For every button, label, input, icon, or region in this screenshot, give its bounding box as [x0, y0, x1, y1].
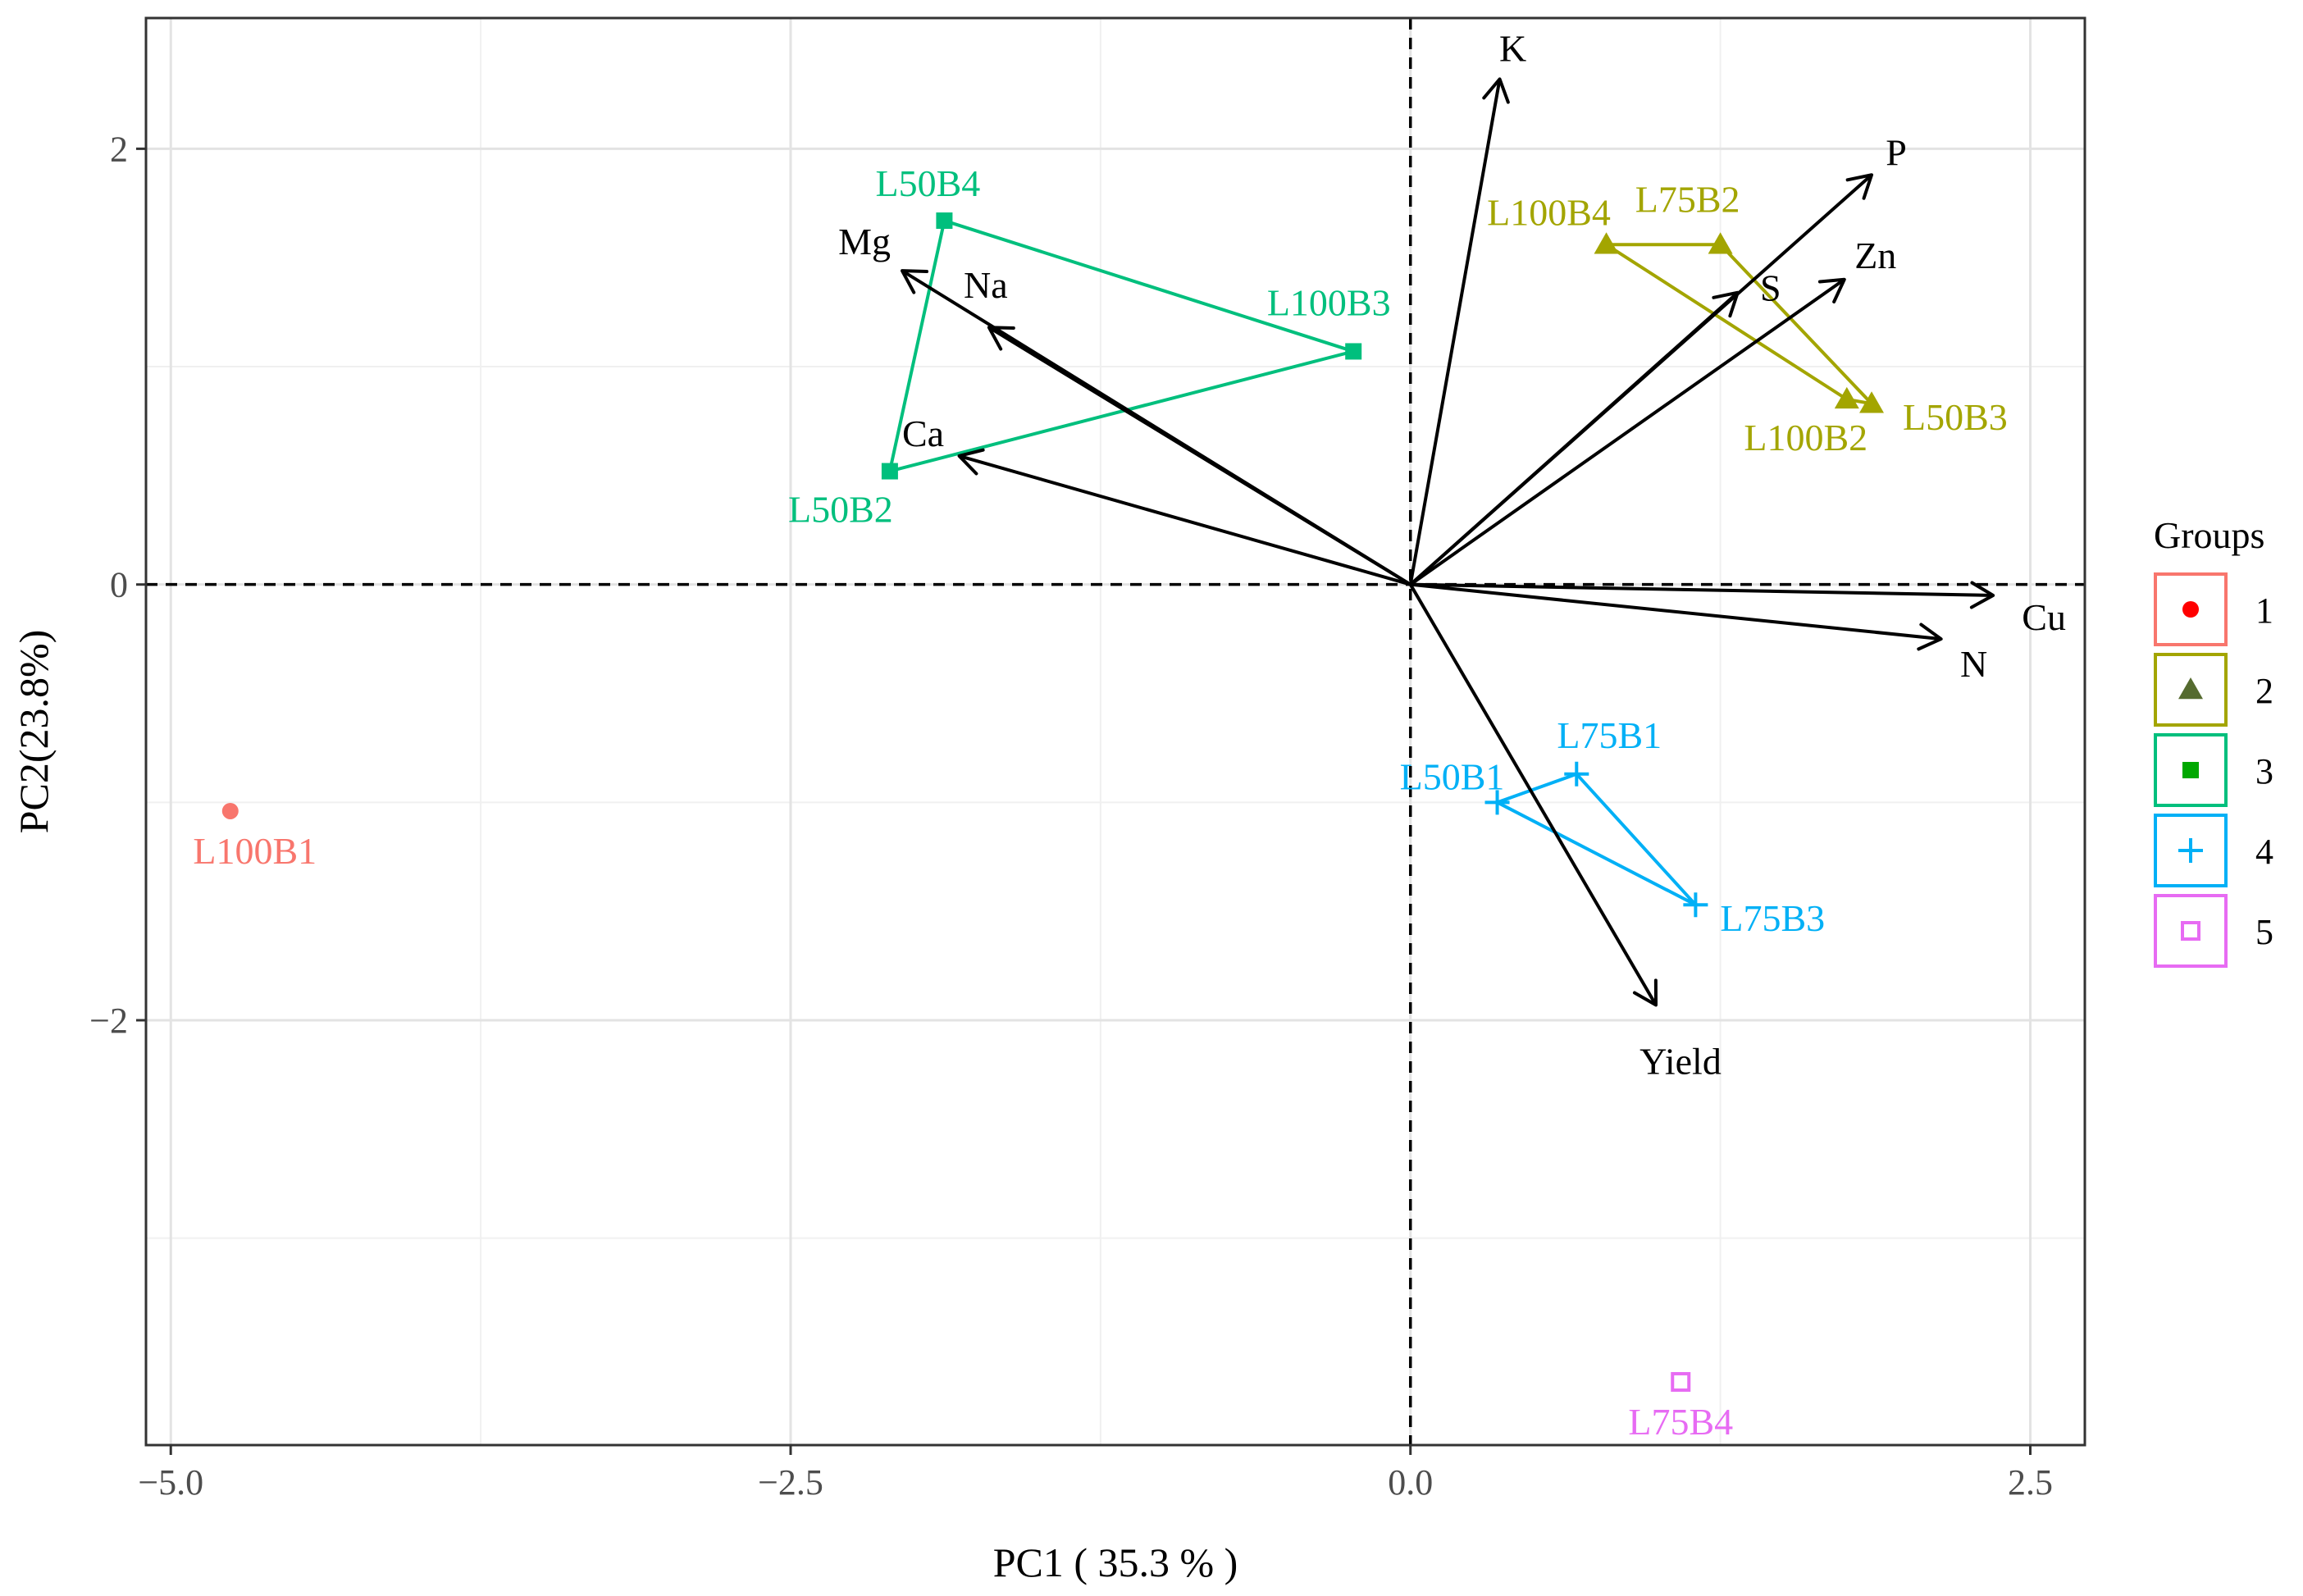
loading-arrowhead-k	[1482, 77, 1510, 104]
legend: Groups 1 2 3 4 5	[2154, 514, 2273, 968]
point-l75b2	[1708, 232, 1733, 254]
sample-label-l100b1: L100B1	[193, 830, 317, 872]
legend-label-4: 4	[2255, 832, 2273, 872]
legend-title: Groups	[2154, 514, 2264, 556]
legend-marker-5	[2181, 921, 2200, 941]
loading-label-n: N	[1960, 643, 1987, 685]
point-l75b1	[1564, 761, 1589, 787]
group-hull-3	[887, 218, 1360, 474]
loading-arrowhead-mg	[901, 269, 929, 294]
loading-label-ca: Ca	[902, 413, 944, 454]
point-l50b2	[881, 463, 898, 480]
loading-arrow-s	[1409, 291, 1740, 586]
loading-arrowhead-yield	[1632, 978, 1658, 1007]
sample-label-l100b3: L100B3	[1267, 281, 1391, 323]
loading-labels: K P Zn S Mg Na Ca Cu N Yield	[838, 27, 2066, 1082]
legend-marker-4	[2178, 838, 2203, 863]
sample-label-l75b1: L75B1	[1557, 714, 1662, 756]
loading-arrow-k	[1408, 79, 1502, 586]
group-hull-4	[1493, 772, 1697, 906]
legend-marker-3	[2182, 762, 2199, 778]
loading-label-cu: Cu	[2022, 596, 2066, 638]
y-tick-label: 0	[110, 565, 128, 605]
sample-label-l100b4: L100B4	[1487, 191, 1611, 233]
loading-label-k: K	[1499, 27, 1526, 69]
point-l50b1	[1484, 790, 1510, 815]
sample-label-l50b2: L50B2	[788, 489, 893, 531]
x-axis-ticks: −5.0 −2.5 0.0 2.5	[138, 1445, 2053, 1503]
sample-label-l75b3: L75B3	[1720, 897, 1825, 939]
x-tick-label: −5.0	[138, 1462, 203, 1503]
y-tick-label: 2	[110, 129, 128, 169]
x-tick-label: 0.0	[1388, 1462, 1433, 1503]
loading-label-mg: Mg	[838, 221, 891, 262]
loading-arrows	[901, 77, 1995, 1007]
loading-label-p: P	[1886, 131, 1907, 173]
sample-label-l75b2: L75B2	[1635, 178, 1740, 220]
point-l100b1	[221, 802, 239, 819]
sample-labels: L100B1 L100B4 L75B2 L100B2 L50B3 L50B4 L100B3 L…	[193, 162, 2007, 1443]
zero-reference-lines	[146, 18, 2085, 1445]
legend-marker-2	[2178, 677, 2203, 700]
loading-arrowhead-zn	[1817, 277, 1846, 303]
loading-label-s: S	[1760, 267, 1781, 309]
point-l50b4	[936, 212, 953, 230]
loading-arrow-na	[987, 326, 1411, 586]
loading-arrowhead-n	[1917, 622, 1943, 651]
x-axis-title: PC1 ( 35.3 % )	[993, 1539, 1238, 1585]
sample-label-l50b3: L50B3	[1903, 396, 2008, 438]
loading-arrowhead-p	[1845, 173, 1874, 200]
loading-arrowhead-cu	[1969, 581, 1995, 609]
x-tick-label: 2.5	[2008, 1462, 2053, 1503]
sample-label-l75b4: L75B4	[1628, 1401, 1733, 1443]
x-tick-label: −2.5	[758, 1462, 823, 1503]
major-gridlines	[146, 18, 2085, 1445]
sample-label-l50b4: L50B4	[876, 162, 981, 204]
y-axis-title: PC2(23.8%)	[11, 630, 57, 834]
loading-arrow-cu	[1410, 582, 1994, 597]
y-tick-label: −2	[89, 1001, 128, 1041]
point-l50b3	[1859, 391, 1885, 413]
legend-label-5: 5	[2255, 912, 2273, 952]
sample-label-l100b2: L100B2	[1744, 417, 1867, 458]
loading-arrow-zn	[1409, 278, 1845, 586]
loading-arrowhead-na	[987, 326, 1015, 351]
loading-label-na: Na	[964, 264, 1008, 306]
legend-marker-1	[2182, 601, 2199, 618]
point-l75b3	[1683, 892, 1708, 918]
legend-label-1: 1	[2255, 591, 2273, 631]
y-axis-ticks: −2 0 2	[89, 129, 146, 1041]
point-l100b2	[1834, 386, 1859, 409]
loading-arrowhead-ca	[957, 448, 985, 476]
point-l100b3	[1345, 343, 1362, 360]
minor-gridlines	[146, 18, 2085, 1445]
sample-points	[221, 212, 1885, 1392]
plot-panel-border	[144, 16, 2086, 1447]
group-hull-2	[1600, 243, 1877, 407]
loading-label-zn: Zn	[1854, 235, 1896, 276]
loading-arrow-n	[1410, 582, 1941, 641]
loading-arrow-yield	[1409, 583, 1658, 1006]
loading-arrow-ca	[959, 454, 1411, 586]
legend-label-2: 2	[2255, 671, 2273, 711]
sample-label-l50b1: L50B1	[1400, 755, 1505, 797]
loading-arrowhead-s	[1712, 290, 1740, 318]
legend-key-5	[2154, 894, 2228, 968]
loading-label-yield: Yield	[1639, 1040, 1722, 1082]
point-l75b4	[1671, 1371, 1691, 1392]
legend-label-3: 3	[2255, 751, 2273, 791]
point-l100b4	[1594, 232, 1619, 254]
